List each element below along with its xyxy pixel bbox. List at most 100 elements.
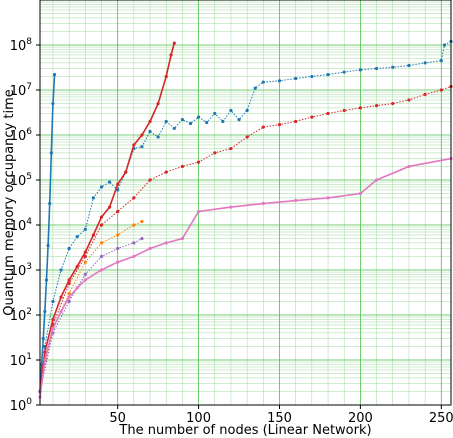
data-point: [116, 188, 120, 192]
data-point: [132, 241, 136, 245]
data-point: [342, 70, 346, 74]
data-point: [391, 65, 395, 69]
data-point: [132, 196, 136, 200]
data-point: [132, 143, 136, 147]
data-point: [277, 123, 282, 127]
series-line: [39, 85, 452, 392]
data-point: [46, 243, 50, 248]
data-point: [374, 66, 379, 71]
x-tick-label: 100: [186, 411, 211, 426]
data-point: [116, 246, 120, 251]
data-point: [442, 43, 447, 47]
data-point: [59, 295, 63, 299]
data-point: [261, 80, 265, 84]
data-point: [221, 119, 225, 124]
data-point: [407, 63, 411, 68]
data-point: [140, 219, 144, 224]
data-point: [75, 286, 79, 290]
data-point: [51, 101, 55, 106]
data-point: [67, 299, 71, 304]
data-point: [164, 119, 168, 124]
data-point: [180, 117, 184, 122]
data-point: [261, 201, 265, 206]
data-point: [43, 350, 47, 354]
data-point: [156, 135, 160, 139]
y-tick-label: 103: [10, 262, 32, 279]
series-line: [39, 238, 143, 392]
data-point: [148, 246, 152, 251]
series-line: [39, 41, 452, 392]
plot-frame: [39, 0, 452, 406]
data-point: [91, 233, 95, 237]
data-point: [59, 268, 63, 272]
data-point: [164, 74, 168, 79]
data-point: [83, 250, 87, 254]
y-tick-label: 106: [10, 127, 33, 144]
data-point: [51, 317, 55, 321]
data-point: [99, 223, 104, 227]
data-point: [391, 101, 395, 106]
ticks: 50 100 150 200 250 100 101 102 103 104 105 106 107 10…: [10, 37, 453, 426]
data-point: [180, 236, 184, 241]
series-0: [38, 72, 57, 394]
data-point: [294, 198, 298, 203]
data-point: [196, 160, 201, 164]
data-point: [407, 164, 411, 169]
data-point: [52, 72, 57, 77]
data-point: [91, 196, 95, 200]
data-point: [180, 164, 184, 169]
data-point: [374, 178, 379, 182]
data-point: [148, 178, 152, 182]
data-point: [326, 196, 330, 200]
x-tick-label: 250: [429, 411, 453, 426]
data-point: [99, 241, 104, 245]
data-point: [277, 79, 282, 83]
data-point: [67, 246, 71, 251]
data-point: [49, 151, 53, 155]
data-point: [43, 358, 47, 362]
data-point: [140, 236, 144, 241]
data-point: [439, 88, 443, 92]
data-point: [116, 233, 120, 237]
data-point: [99, 268, 104, 272]
data-point: [261, 125, 265, 129]
series-line: [39, 220, 143, 392]
data-point: [43, 309, 47, 314]
data-point: [229, 108, 233, 113]
data-point: [423, 92, 427, 96]
series-2: [38, 41, 176, 394]
series-3: [38, 84, 453, 394]
data-point: [83, 272, 87, 276]
data-point: [116, 182, 120, 186]
data-point: [83, 227, 87, 231]
data-point: [67, 281, 71, 286]
data-point: [213, 151, 217, 155]
data-point: [164, 241, 168, 245]
data-point: [342, 108, 346, 113]
data-point: [99, 215, 104, 219]
y-tick-label: 108: [10, 37, 33, 54]
data-point: [205, 120, 209, 125]
data-point: [140, 145, 144, 149]
data-point: [196, 115, 201, 119]
data-point: [116, 260, 120, 264]
x-axis-title: The number of nodes (Linear Network): [118, 423, 371, 438]
y-axis-title: Quantum memory occupancy time: [2, 89, 17, 316]
data-point: [172, 126, 176, 131]
data-point: [229, 205, 233, 209]
data-point: [83, 278, 87, 282]
data-point: [124, 170, 128, 174]
data-point: [169, 53, 173, 57]
data-point: [229, 146, 233, 151]
data-point: [294, 76, 298, 81]
y-tick-label: 100: [10, 397, 33, 414]
series-line: [39, 74, 56, 392]
data-point: [44, 278, 49, 282]
data-point: [423, 61, 427, 65]
data-point: [67, 295, 71, 299]
y-tick-label: 101: [10, 352, 32, 369]
data-point: [326, 72, 330, 77]
y-tick-label: 107: [10, 82, 32, 99]
data-point: [358, 68, 362, 72]
data-point: [310, 74, 314, 79]
